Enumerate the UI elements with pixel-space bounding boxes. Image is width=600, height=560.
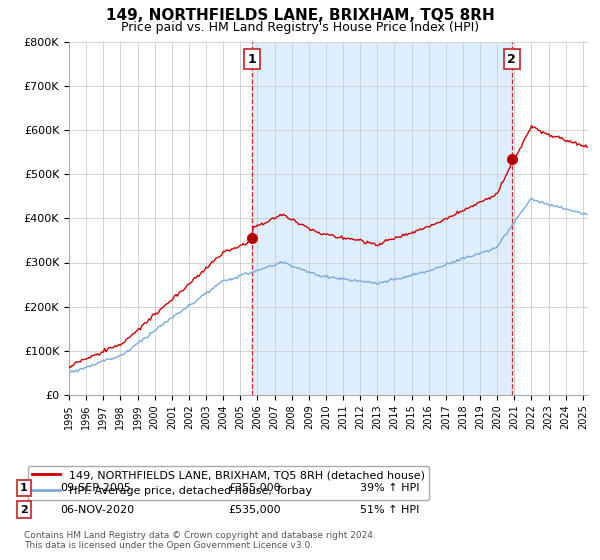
Text: 51% ↑ HPI: 51% ↑ HPI xyxy=(360,505,419,515)
Text: £355,000: £355,000 xyxy=(228,483,281,493)
Text: £535,000: £535,000 xyxy=(228,505,281,515)
Text: 39% ↑ HPI: 39% ↑ HPI xyxy=(360,483,419,493)
Text: 2: 2 xyxy=(508,53,516,66)
Text: 2: 2 xyxy=(20,505,28,515)
Text: 09-SEP-2005: 09-SEP-2005 xyxy=(60,483,131,493)
Text: 149, NORTHFIELDS LANE, BRIXHAM, TQ5 8RH: 149, NORTHFIELDS LANE, BRIXHAM, TQ5 8RH xyxy=(106,8,494,24)
Text: Contains HM Land Registry data © Crown copyright and database right 2024.
This d: Contains HM Land Registry data © Crown c… xyxy=(24,531,376,550)
Text: Price paid vs. HM Land Registry's House Price Index (HPI): Price paid vs. HM Land Registry's House … xyxy=(121,21,479,34)
Text: 1: 1 xyxy=(20,483,28,493)
Text: 1: 1 xyxy=(248,53,257,66)
Bar xyxy=(252,42,512,395)
Legend: 149, NORTHFIELDS LANE, BRIXHAM, TQ5 8RH (detached house), HPI: Average price, de: 149, NORTHFIELDS LANE, BRIXHAM, TQ5 8RH … xyxy=(28,465,430,500)
Text: 06-NOV-2020: 06-NOV-2020 xyxy=(60,505,134,515)
